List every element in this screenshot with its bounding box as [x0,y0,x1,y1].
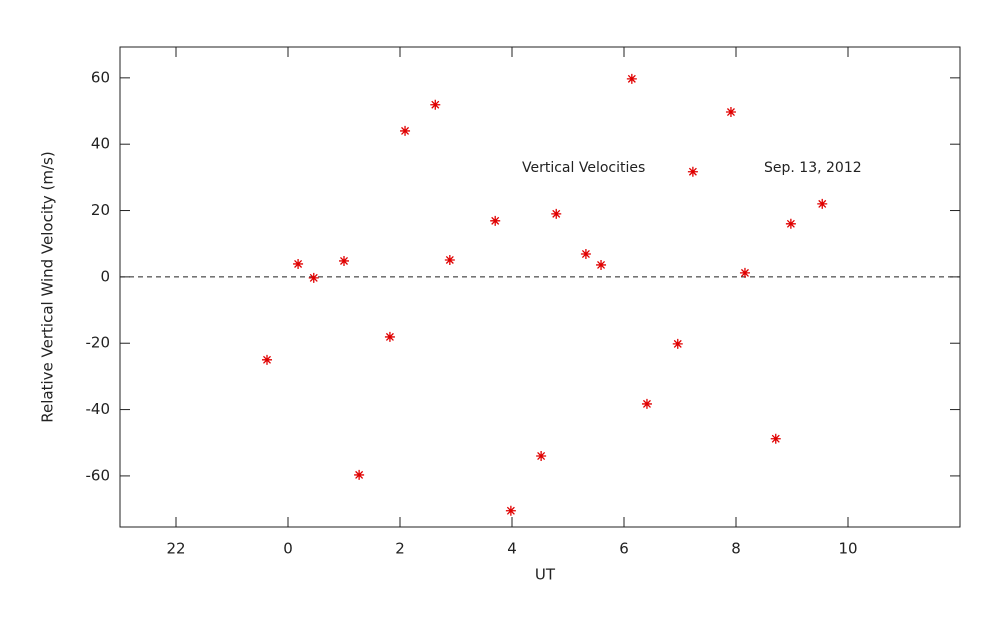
y-axis-label: Relative Vertical Wind Velocity (m/s) [39,151,57,422]
annotation: Sep. 13, 2012 [764,160,862,176]
y-tick-label: 0 [100,267,110,285]
point [400,125,411,136]
annotation: Vertical Velocities [522,160,645,176]
x-tick-label: 8 [731,540,741,558]
point [354,469,365,480]
point [817,198,828,209]
x-tick-label: 10 [838,540,857,558]
point [339,255,349,266]
y-tick-label: 20 [91,201,110,219]
point [687,166,698,177]
y-tick-label: -40 [86,400,111,418]
x-tick-label: 2 [395,540,405,558]
point [785,218,796,229]
point [580,248,591,259]
point [672,338,683,349]
point [262,354,272,365]
x-tick-label: 22 [166,540,185,558]
point [626,73,637,84]
x-tick-label: 0 [283,540,293,558]
point [384,331,395,342]
x-tick-label: 6 [619,540,629,558]
point [308,272,319,283]
x-axis-label: UT [535,566,556,584]
x-tick-label: 4 [507,540,517,558]
point [770,433,781,444]
plot-frame [119,46,961,528]
point [641,398,652,409]
point [739,267,750,278]
point [430,99,441,110]
point [725,107,736,118]
point [490,215,501,226]
point [293,258,304,269]
y-tick-label: 60 [91,68,110,86]
point [551,208,562,219]
point [505,505,516,516]
y-tick-label: -20 [86,334,111,352]
point [444,254,455,265]
y-tick-label: 40 [91,135,110,153]
point [536,451,547,462]
y-tick-label: -60 [86,466,111,484]
point [596,259,607,270]
